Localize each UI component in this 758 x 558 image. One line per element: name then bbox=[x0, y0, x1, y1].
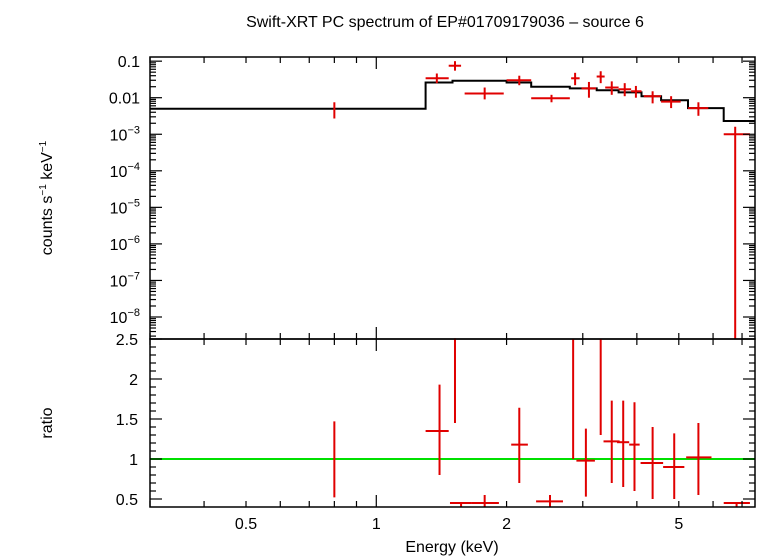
y-tick-label: 10−8 bbox=[110, 307, 140, 327]
ratio-point bbox=[617, 400, 630, 487]
y-tick-label: 10−7 bbox=[110, 270, 140, 290]
model-line-group bbox=[150, 79, 755, 122]
ratio-point bbox=[599, 339, 602, 435]
ratio-ylabel: ratio bbox=[39, 407, 56, 438]
spectrum-point bbox=[687, 102, 709, 116]
ratio-data-group bbox=[333, 338, 750, 507]
spectrum-point bbox=[581, 81, 597, 98]
spectrum-point bbox=[618, 83, 632, 97]
spectrum-data-group bbox=[333, 61, 750, 339]
model-line bbox=[150, 79, 755, 122]
spectrum-point bbox=[448, 61, 462, 71]
spectrum-point bbox=[596, 71, 605, 84]
ratio-point bbox=[453, 338, 456, 423]
ratio-point bbox=[686, 423, 712, 495]
ratio-frame bbox=[149, 338, 756, 508]
y-tick-label: 10−3 bbox=[110, 124, 140, 144]
x-tick-labels: 0.5 1 2 5 bbox=[235, 516, 683, 533]
ratio-point bbox=[536, 495, 563, 507]
ratio-point bbox=[576, 428, 595, 497]
y-tick-label: 10−6 bbox=[110, 234, 140, 254]
ratio-point bbox=[663, 433, 685, 499]
spectrum-point bbox=[333, 102, 336, 119]
x-tick-label: 0.5 bbox=[235, 516, 257, 533]
spectrum-point bbox=[425, 73, 449, 84]
ratio-point bbox=[425, 384, 449, 475]
spectrum-point bbox=[643, 91, 662, 104]
y-tick-label: 1.5 bbox=[116, 412, 138, 429]
spectrum-ylabel: counts s−1 keV−1 bbox=[38, 140, 56, 255]
x-axis-label: Energy (keV) bbox=[405, 539, 498, 556]
spectrum-ticks: 0.1 0.01 10−3 10−4 10−5 10−6 10−7 10−8 bbox=[109, 54, 755, 339]
y-tick-label: 0.01 bbox=[109, 91, 140, 108]
ratio-point bbox=[333, 421, 336, 498]
y-tick-label: 2 bbox=[129, 372, 138, 389]
y-tick-label: 0.1 bbox=[118, 54, 140, 71]
ratio-ticks: 0.5 1 1.5 2 2.5 bbox=[116, 332, 755, 509]
spectrum-panel: 0.1 0.01 10−3 10−4 10−5 10−6 10−7 10−8 bbox=[109, 54, 756, 340]
ratio-point bbox=[603, 400, 620, 483]
ratio-point bbox=[471, 495, 499, 507]
spectrum-point bbox=[631, 85, 642, 98]
ratio-point bbox=[572, 339, 575, 459]
ratio-point bbox=[629, 402, 640, 491]
spectrum-point bbox=[571, 72, 580, 86]
spectrum-point bbox=[723, 126, 750, 339]
spectrum-point bbox=[506, 75, 532, 86]
ratio-point bbox=[640, 427, 664, 499]
spectrum-point bbox=[464, 87, 504, 100]
x-tick-label: 1 bbox=[372, 516, 381, 533]
spectrum-point bbox=[605, 81, 619, 95]
chart-title: Swift-XRT PC spectrum of EP#01709179036 … bbox=[246, 14, 644, 31]
ratio-panel: 0.5 1 1.5 2 2.5 bbox=[116, 332, 756, 509]
y-tick-label: 0.5 bbox=[116, 492, 138, 509]
spectrum-point bbox=[661, 96, 681, 109]
y-tick-label: 10−5 bbox=[110, 197, 140, 217]
y-tick-label: 1 bbox=[129, 452, 138, 469]
spectrum-point bbox=[531, 94, 570, 103]
y-tick-label: 10−4 bbox=[110, 161, 140, 181]
ratio-point bbox=[511, 407, 528, 483]
x-tick-label: 5 bbox=[674, 516, 683, 533]
y-tick-label: 2.5 bbox=[116, 332, 138, 349]
x-tick-label: 2 bbox=[502, 516, 511, 533]
